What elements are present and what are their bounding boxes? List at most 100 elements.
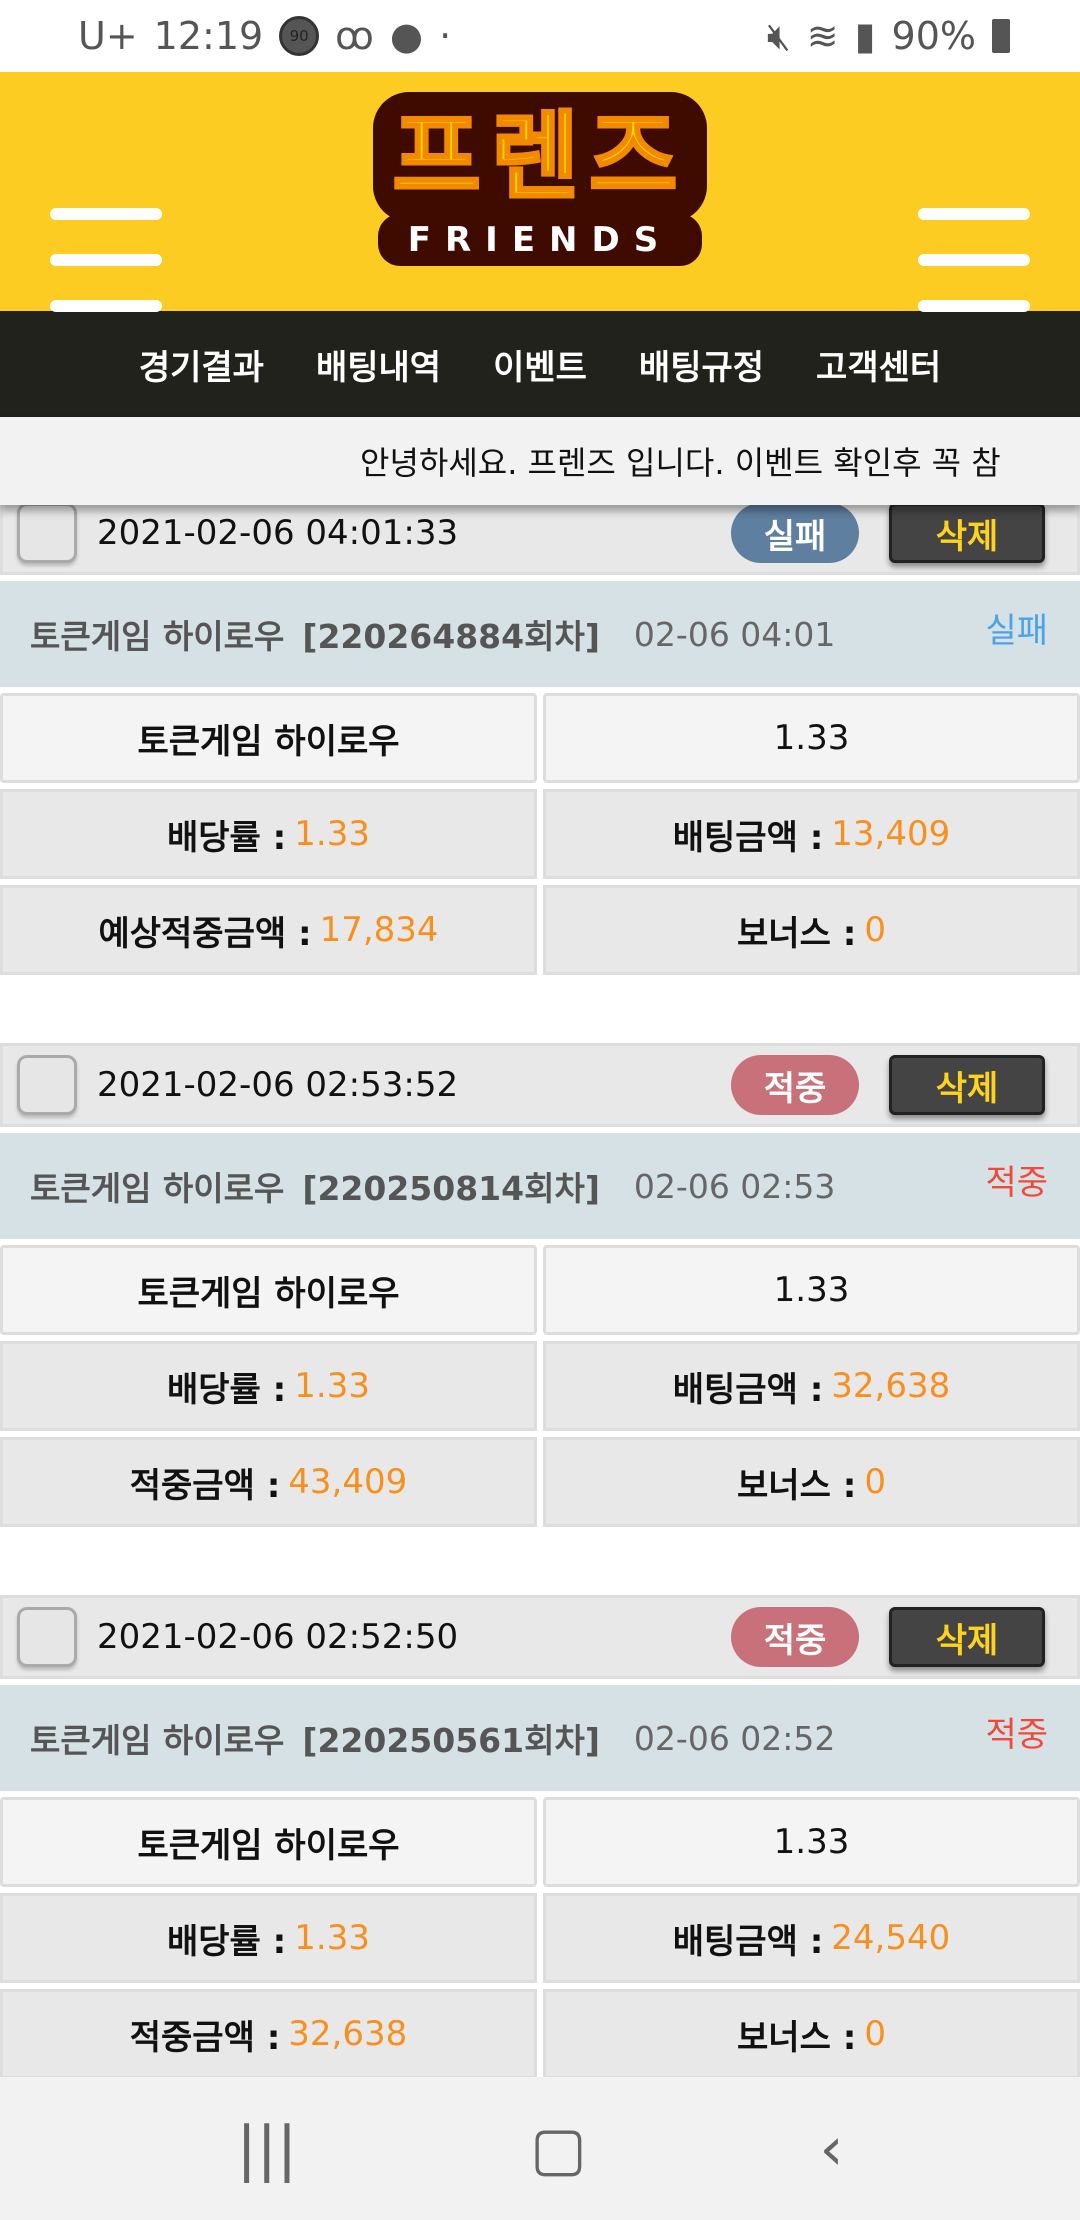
- win-label: 적중금액 :: [129, 1465, 281, 1506]
- bonus-value: 0: [864, 2014, 886, 2054]
- wifi-icon: ≋: [806, 14, 839, 58]
- bonus-cell: 보너스 :0: [543, 885, 1080, 975]
- result-text: 적중: [985, 1163, 1048, 1203]
- bonus-value: 0: [864, 910, 886, 950]
- bonus-label: 보너스 :: [737, 913, 857, 954]
- bet-label: 배팅금액 :: [672, 1921, 824, 1962]
- odds-value: 1.33: [294, 814, 370, 854]
- logo[interactable]: 프렌즈 FRIENDS: [360, 92, 720, 292]
- bonus-label: 보너스 :: [737, 1465, 857, 1506]
- odds-value: 1.33: [294, 1366, 370, 1406]
- pick-name: 토큰게임 하이로우: [137, 1273, 400, 1314]
- win-value: 17,834: [319, 910, 439, 950]
- bet-list[interactable]: 2021-02-06 04:01:33 실패 삭제 토큰게임 하이로우 [220…: [0, 505, 1080, 2077]
- win-value: 43,409: [288, 1462, 408, 1502]
- bet-card: 2021-02-06 02:53:52 적중 삭제 토큰게임 하이로우 [220…: [0, 1043, 1080, 1527]
- bonus-cell: 보너스 :0: [543, 1989, 1080, 2077]
- game-name: 토큰게임 하이로우: [30, 1169, 285, 1208]
- menu-left-icon[interactable]: [50, 208, 162, 346]
- odds-label: 배당률 :: [167, 1369, 287, 1410]
- select-checkbox[interactable]: [17, 505, 77, 563]
- round: [220264884회차]: [302, 617, 600, 656]
- pick-odds: 1.33: [773, 1270, 850, 1310]
- nav-support[interactable]: 고객센터: [816, 347, 942, 388]
- mute-icon: 🔇︎: [766, 13, 791, 58]
- bonus-cell: 보너스 :0: [543, 1437, 1080, 1527]
- game-time: 02-06 04:01: [633, 614, 836, 654]
- mustache-icon: ꝏ: [335, 14, 374, 58]
- pick-odds: 1.33: [773, 718, 850, 758]
- nav-bet-history[interactable]: 배팅내역: [315, 347, 442, 388]
- signal-icon: ▮: [854, 14, 876, 58]
- nav-results[interactable]: 경기결과: [138, 347, 264, 388]
- card-header: 2021-02-06 04:01:33 실패 삭제: [0, 505, 1080, 575]
- status-badge: 적중: [731, 1607, 859, 1667]
- nav-events[interactable]: 이벤트: [493, 347, 587, 388]
- bet-datetime: 2021-02-06 02:52:50: [97, 1617, 459, 1657]
- bet-amount-cell: 배팅금액 :13,409: [543, 789, 1080, 879]
- card-header: 2021-02-06 02:53:52 적중 삭제: [0, 1043, 1080, 1127]
- result-text: 적중: [985, 1715, 1048, 1755]
- header: 프렌즈 FRIENDS: [0, 72, 1080, 312]
- carrier: U+: [78, 14, 138, 58]
- back-icon[interactable]: ‹: [819, 2113, 844, 2184]
- result-text: 실패: [985, 611, 1048, 651]
- bonus-label: 보너스 :: [737, 2017, 857, 2058]
- odds-label: 배당률 :: [167, 1921, 287, 1962]
- status-bar: U+ 12:19 90 ꝏ ● · 🔇︎ ≋ ▮ 90%: [0, 0, 1080, 72]
- menu-right-icon[interactable]: [918, 208, 1030, 346]
- pick-odds-cell: 1.33: [543, 1245, 1080, 1335]
- odds-cell: 배당률 :1.33: [0, 1341, 537, 1431]
- delete-button[interactable]: 삭제: [889, 505, 1045, 563]
- main-nav: 경기결과 배팅내역 이벤트 배팅규정 고객센터: [0, 311, 1080, 417]
- game-time: 02-06 02:52: [633, 1718, 836, 1758]
- nav-rules[interactable]: 배팅규정: [638, 347, 765, 388]
- recent-apps-icon[interactable]: |||: [236, 2113, 298, 2184]
- delete-button[interactable]: 삭제: [889, 1055, 1045, 1115]
- pick-odds: 1.33: [773, 1822, 850, 1862]
- pick-cell: 토큰게임 하이로우: [0, 1797, 537, 1887]
- win-amount-cell: 적중금액 :32,638: [0, 1989, 537, 2077]
- bet-label: 배팅금액 :: [672, 817, 824, 858]
- bet-amount-cell: 배팅금액 :32,638: [543, 1341, 1080, 1431]
- bet-value: 24,540: [831, 1918, 951, 1958]
- odds-value: 1.33: [294, 1918, 370, 1958]
- status-badge: 실패: [731, 505, 859, 563]
- game-title-row: 토큰게임 하이로우 [220250814회차] 02-06 02:53 적중: [0, 1133, 1080, 1239]
- bet-datetime: 2021-02-06 04:01:33: [97, 513, 459, 553]
- game-name: 토큰게임 하이로우: [30, 1721, 285, 1760]
- game-name: 토큰게임 하이로우: [30, 617, 285, 656]
- chat-icon: ●: [389, 14, 424, 58]
- status-badge: 적중: [731, 1055, 859, 1115]
- select-checkbox[interactable]: [17, 1607, 77, 1667]
- odds-cell: 배당률 :1.33: [0, 1893, 537, 1983]
- win-label: 적중금액 :: [129, 2017, 281, 2058]
- bet-datetime: 2021-02-06 02:53:52: [97, 1065, 459, 1105]
- bonus-value: 0: [864, 1462, 886, 1502]
- bet-value: 32,638: [831, 1366, 951, 1406]
- game-title-row: 토큰게임 하이로우 [220250561회차] 02-06 02:52 적중: [0, 1685, 1080, 1791]
- win-amount-cell: 적중금액 :43,409: [0, 1437, 537, 1527]
- battery-level: 90%: [891, 14, 976, 58]
- delete-button[interactable]: 삭제: [889, 1607, 1045, 1667]
- win-value: 32,638: [288, 2014, 408, 2054]
- home-icon[interactable]: ▢: [529, 2113, 587, 2184]
- bet-card: 2021-02-06 02:52:50 적중 삭제 토큰게임 하이로우 [220…: [0, 1595, 1080, 2077]
- bet-card: 2021-02-06 04:01:33 실패 삭제 토큰게임 하이로우 [220…: [0, 505, 1080, 975]
- pick-odds-cell: 1.33: [543, 1797, 1080, 1887]
- odds-label: 배당률 :: [167, 817, 287, 858]
- bet-label: 배팅금액 :: [672, 1369, 824, 1410]
- round: [220250814회차]: [302, 1169, 600, 1208]
- bet-value: 13,409: [831, 814, 951, 854]
- pick-odds-cell: 1.33: [543, 693, 1080, 783]
- round: [220250561회차]: [302, 1721, 600, 1760]
- pick-cell: 토큰게임 하이로우: [0, 693, 537, 783]
- logo-english: FRIENDS: [377, 214, 703, 266]
- pick-name: 토큰게임 하이로우: [137, 721, 400, 762]
- card-header: 2021-02-06 02:52:50 적중 삭제: [0, 1595, 1080, 1679]
- logo-korean: 프렌즈: [372, 92, 708, 222]
- battery-icon: [992, 19, 1010, 53]
- pick-name: 토큰게임 하이로우: [137, 1825, 400, 1866]
- select-checkbox[interactable]: [17, 1055, 77, 1115]
- notification-badge-icon: 90: [279, 16, 320, 56]
